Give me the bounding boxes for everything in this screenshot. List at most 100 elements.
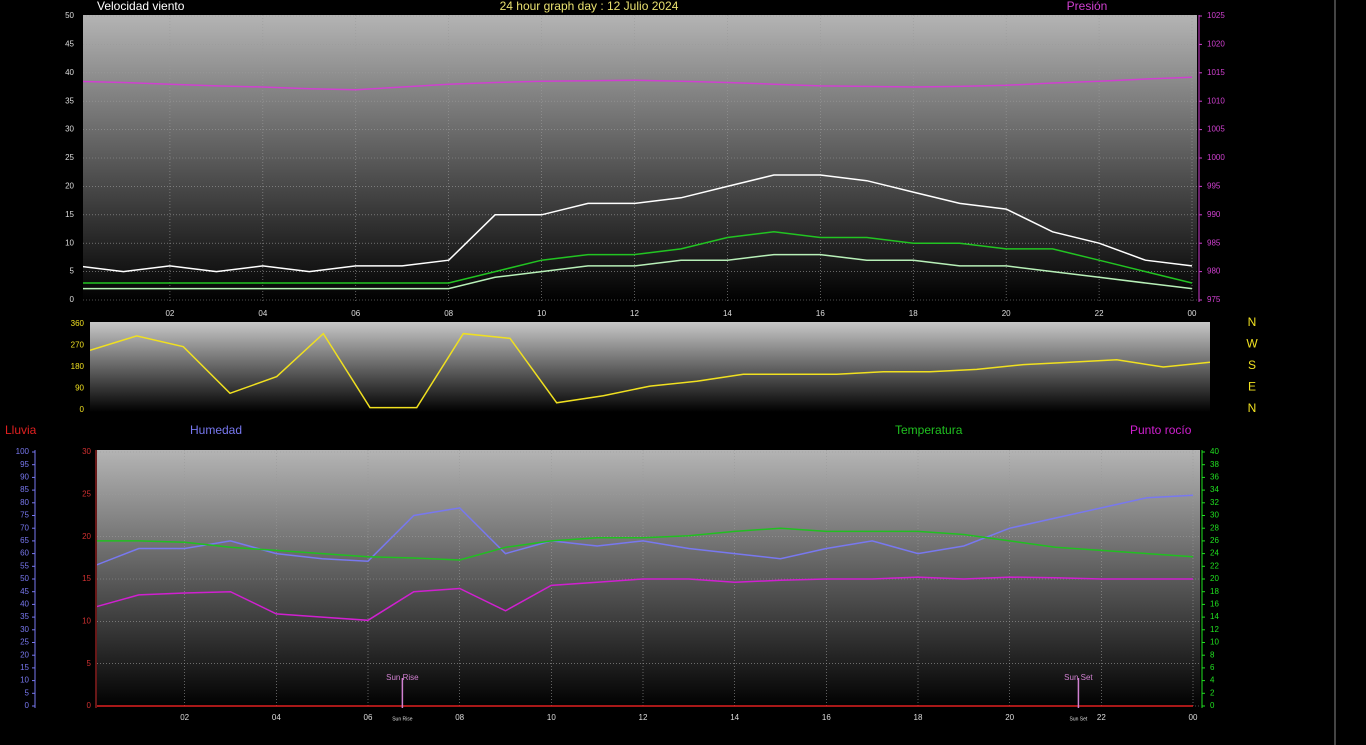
y2-tick-label: 4 xyxy=(1210,676,1215,685)
x-tick-label: 12 xyxy=(630,309,639,318)
x-tick-label: 02 xyxy=(180,713,189,722)
y2-tick-label: 22 xyxy=(1210,561,1219,570)
y2-tick-label: 1005 xyxy=(1207,125,1225,134)
y3-tick-label: 25 xyxy=(20,638,29,647)
y2-tick-label: 10 xyxy=(1210,638,1219,647)
legend-label: Humedad xyxy=(190,423,242,437)
y-tick-label: 50 xyxy=(65,11,74,20)
y-tick-label: 5 xyxy=(87,659,92,668)
x-tick-label: 06 xyxy=(364,713,373,722)
y-tick-label: 45 xyxy=(65,40,74,49)
y2-tick-label: 1020 xyxy=(1207,40,1225,49)
y3-tick-label: 30 xyxy=(20,625,29,634)
y3-tick-label: 90 xyxy=(20,473,29,482)
y3-tick-label: 0 xyxy=(25,701,30,710)
y-tick-label: 0 xyxy=(70,295,75,304)
y2-tick-label: 995 xyxy=(1207,182,1221,191)
x-tick-label: 20 xyxy=(1002,309,1011,318)
y-tick-label: 40 xyxy=(65,68,74,77)
y-tick-label: 0 xyxy=(87,701,92,710)
y-tick-label: 20 xyxy=(82,532,91,541)
y2-tick-label: 1025 xyxy=(1207,11,1225,20)
y2-tick-label: 20 xyxy=(1210,574,1219,583)
x-tick-label: 06 xyxy=(351,309,360,318)
y2-tick-label: 38 xyxy=(1210,460,1219,469)
legend-label: Punto rocío xyxy=(1130,423,1192,437)
x-tick-label: 08 xyxy=(444,309,453,318)
y3-tick-label: 20 xyxy=(20,650,29,659)
y3-tick-label: 60 xyxy=(20,549,29,558)
y3-tick-label: 5 xyxy=(25,688,30,697)
y2-axis-label: Presión xyxy=(1067,0,1108,13)
y2-tick-label: 2 xyxy=(1210,688,1215,697)
y-tick-label: 90 xyxy=(75,384,84,393)
y3-tick-label: 10 xyxy=(20,676,29,685)
y3-tick-label: 55 xyxy=(20,561,29,570)
y2-tick-label: 6 xyxy=(1210,663,1215,672)
x-tick-label: 20 xyxy=(1005,713,1014,722)
compass-label: N xyxy=(1248,315,1257,329)
legend-label: Temperatura xyxy=(895,423,963,437)
annotation-label: Sun Rise xyxy=(386,673,419,682)
x-tick-label: 14 xyxy=(730,713,739,722)
series-line xyxy=(83,76,1193,91)
chart-title: 24 hour graph day : 12 Julio 2024 xyxy=(500,0,679,13)
x-tick-label: 08 xyxy=(455,713,464,722)
series-line xyxy=(97,494,1194,566)
plot-area xyxy=(90,322,1210,412)
x-tick-label: 10 xyxy=(537,309,546,318)
y-tick-label: 5 xyxy=(70,267,75,276)
x-tick-label: 18 xyxy=(909,309,918,318)
x-tick-label: 22 xyxy=(1095,309,1104,318)
x-tick-label: 04 xyxy=(258,309,267,318)
x-tick-label: 02 xyxy=(165,309,174,318)
y2-tick-label: 12 xyxy=(1210,625,1219,634)
x-tick-label: 22 xyxy=(1097,713,1106,722)
x-tick-label: 18 xyxy=(914,713,923,722)
y3-tick-label: 40 xyxy=(20,600,29,609)
x-tick-label: 10 xyxy=(547,713,556,722)
y-tick-label: 25 xyxy=(82,489,91,498)
y2-tick-label: 0 xyxy=(1210,701,1215,710)
y3-tick-label: 50 xyxy=(20,574,29,583)
y2-tick-label: 8 xyxy=(1210,650,1215,659)
x-tick-label: 04 xyxy=(272,713,281,722)
x-tick-label: 12 xyxy=(639,713,648,722)
y3-tick-label: 15 xyxy=(20,663,29,672)
y-tick-label: 30 xyxy=(65,125,74,134)
y-tick-label: 10 xyxy=(65,238,74,247)
y3-tick-label: 75 xyxy=(20,511,29,520)
annotation-axis-label: Sun Rise xyxy=(392,716,413,722)
compass-label: W xyxy=(1246,337,1258,351)
y-tick-label: 25 xyxy=(65,153,74,162)
y2-tick-label: 16 xyxy=(1210,600,1219,609)
y2-tick-label: 975 xyxy=(1207,295,1221,304)
y-tick-label: 30 xyxy=(82,447,91,456)
y3-tick-label: 85 xyxy=(20,485,29,494)
legend-label: Lluvia xyxy=(5,423,37,437)
y2-tick-label: 980 xyxy=(1207,267,1221,276)
y3-tick-label: 95 xyxy=(20,460,29,469)
x-tick-label: 16 xyxy=(822,713,831,722)
y-tick-label: 35 xyxy=(65,96,74,105)
y-tick-label: 15 xyxy=(65,210,74,219)
y2-tick-label: 1000 xyxy=(1207,153,1225,162)
series-line xyxy=(83,253,1193,290)
compass-label: N xyxy=(1248,401,1257,415)
y-tick-label: 360 xyxy=(71,319,85,328)
series-line xyxy=(97,527,1194,561)
y2-tick-label: 40 xyxy=(1210,447,1219,456)
y2-tick-label: 30 xyxy=(1210,511,1219,520)
y2-tick-label: 14 xyxy=(1210,612,1219,621)
y3-tick-label: 65 xyxy=(20,536,29,545)
y2-tick-label: 1015 xyxy=(1207,68,1225,77)
y-tick-label: 270 xyxy=(71,341,85,350)
x-tick-label: 00 xyxy=(1189,713,1198,722)
y-axis-label: Velocidad viento xyxy=(97,0,185,13)
x-tick-label: 16 xyxy=(816,309,825,318)
y-tick-label: 10 xyxy=(82,616,91,625)
y3-tick-label: 70 xyxy=(20,523,29,532)
x-tick-label: 00 xyxy=(1188,309,1197,318)
